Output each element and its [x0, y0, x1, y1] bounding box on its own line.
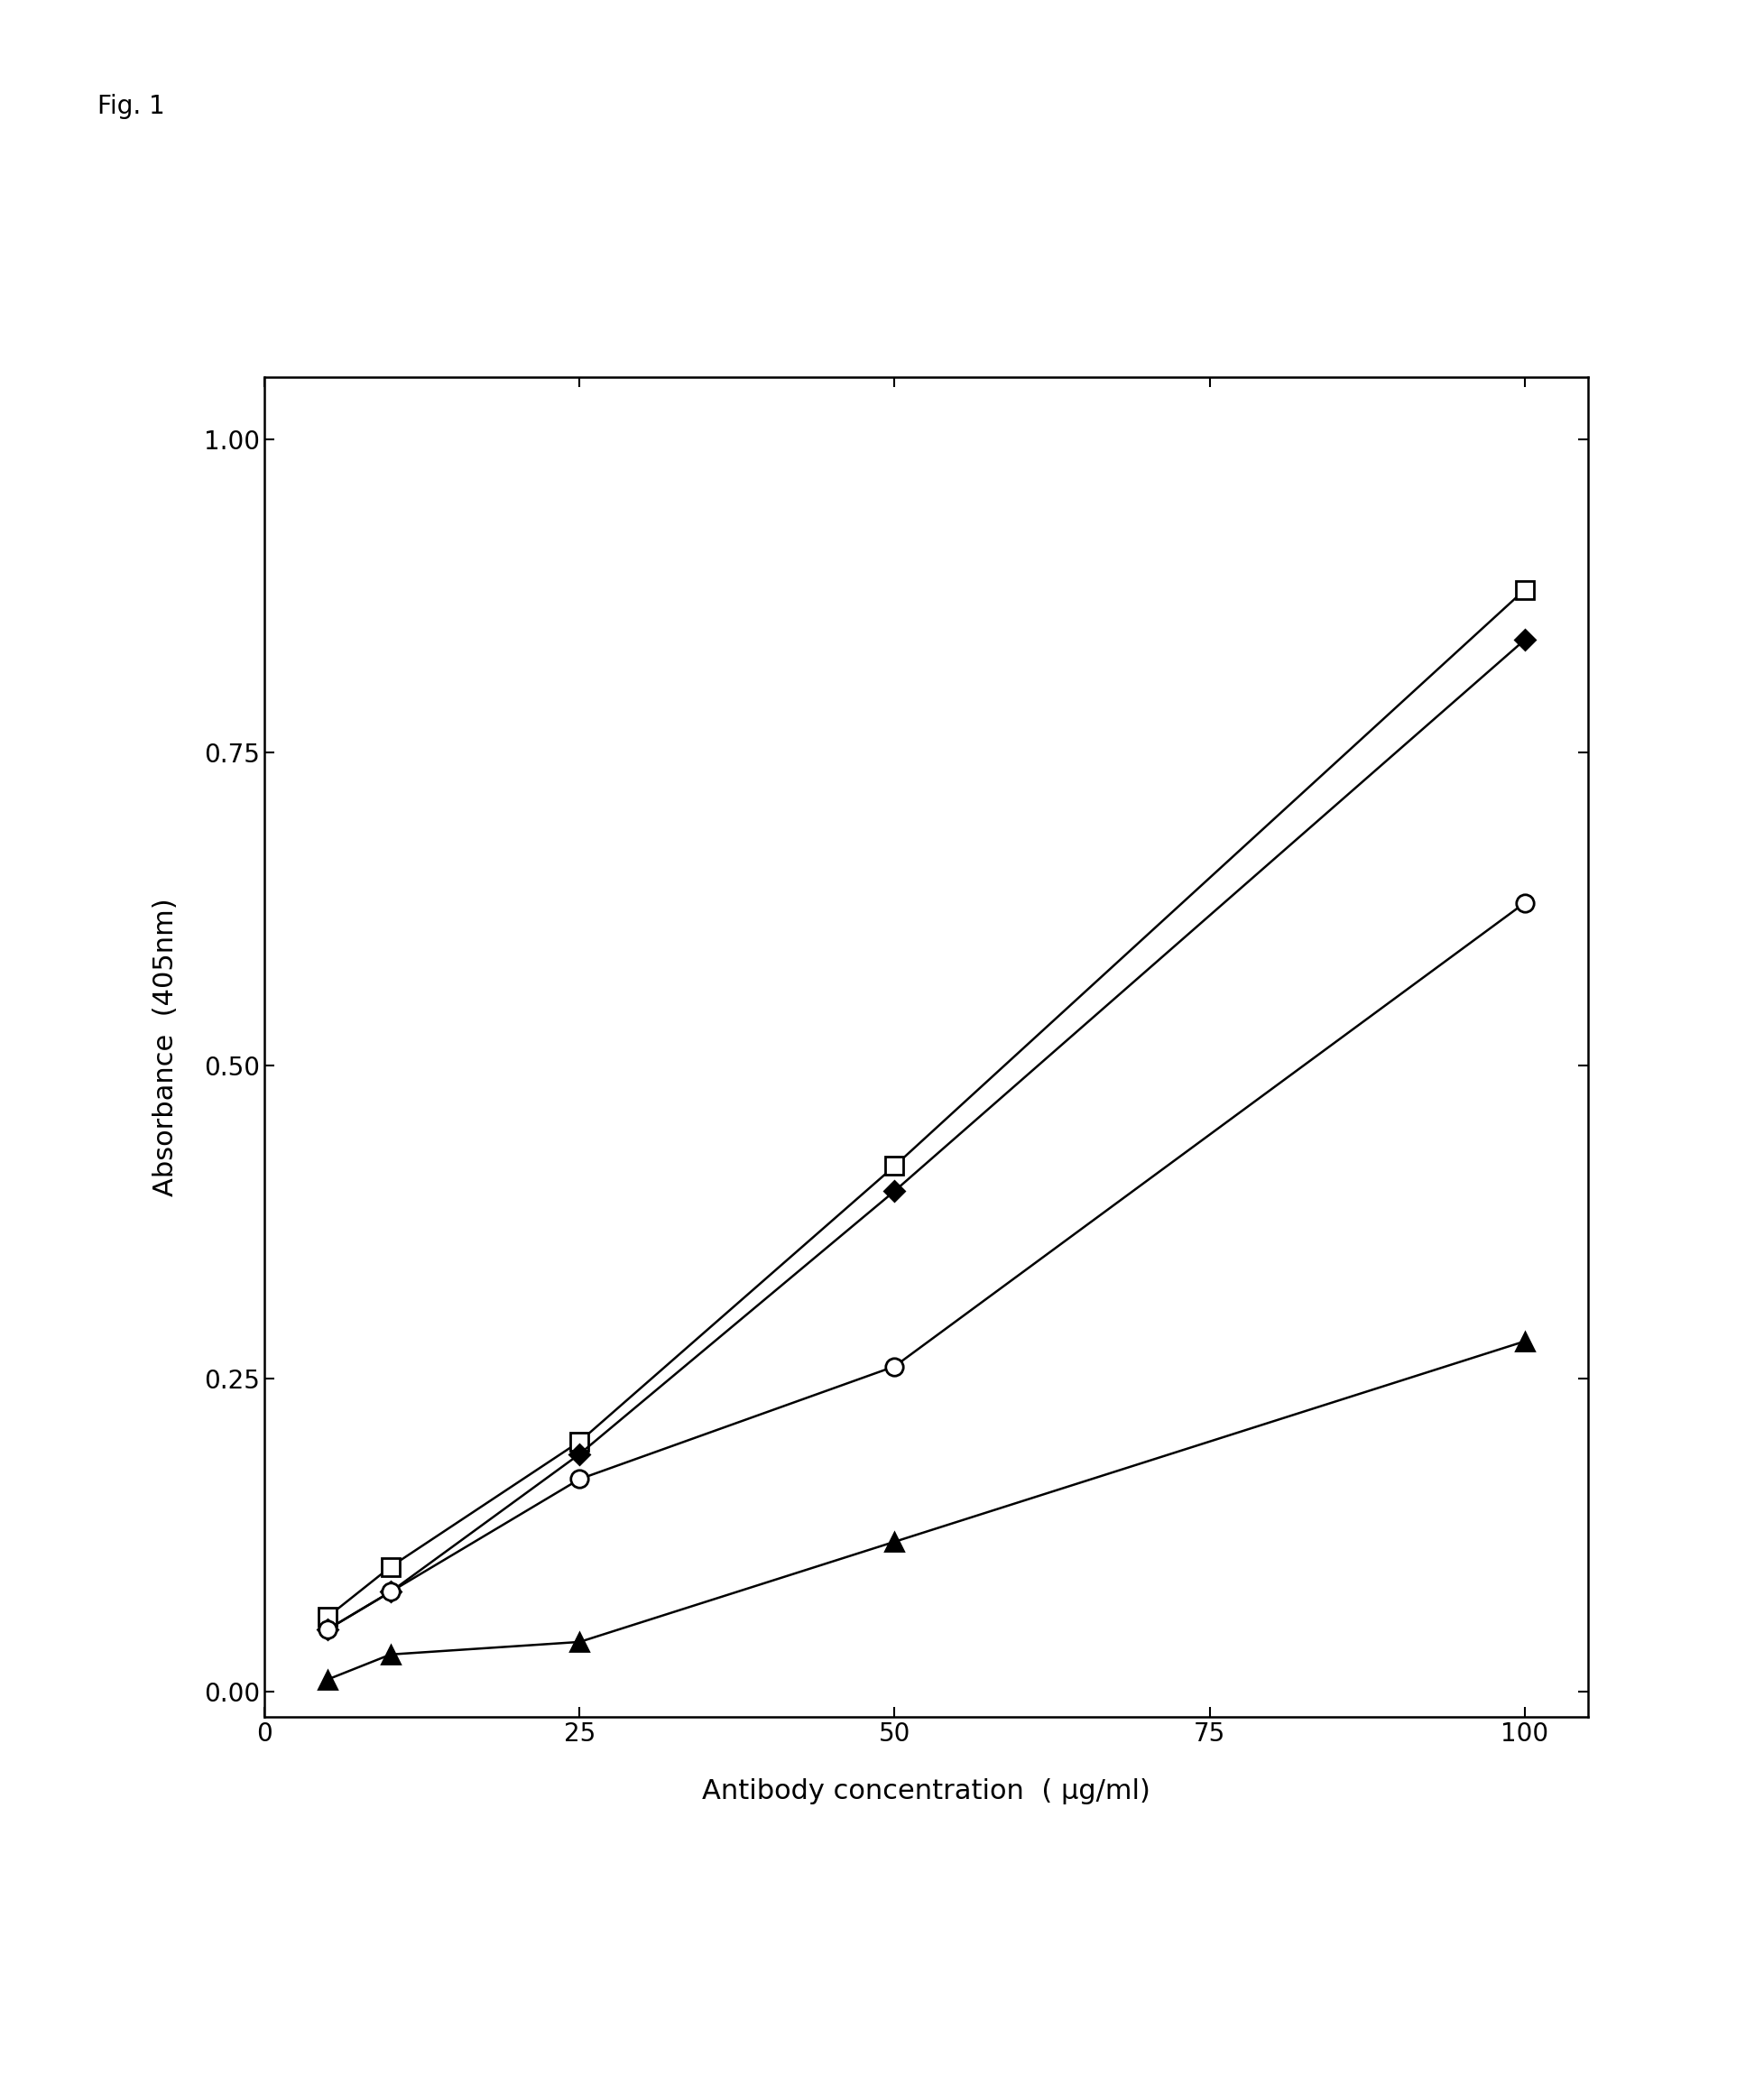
filled_diamond: [570, 1441, 591, 1466]
filled_triangle: [884, 1529, 905, 1554]
open_circle: [570, 1466, 591, 1491]
Line: open_square: open_square: [319, 580, 1533, 1625]
filled_diamond: [318, 1617, 339, 1642]
Line: open_circle: open_circle: [319, 894, 1533, 1638]
open_circle: [1514, 890, 1535, 915]
X-axis label: Antibody concentration  ( μg/ml): Antibody concentration ( μg/ml): [702, 1778, 1150, 1805]
open_circle: [884, 1355, 905, 1380]
open_square: [1514, 578, 1535, 603]
filled_diamond: [379, 1579, 400, 1604]
filled_diamond: [884, 1179, 905, 1204]
Text: Fig. 1: Fig. 1: [97, 94, 164, 119]
filled_triangle: [318, 1667, 339, 1692]
open_square: [318, 1604, 339, 1629]
filled_diamond: [1514, 628, 1535, 653]
open_circle: [379, 1579, 400, 1604]
Y-axis label: Absorbance  (405nm): Absorbance (405nm): [153, 898, 180, 1196]
open_square: [379, 1554, 400, 1579]
Line: filled_triangle: filled_triangle: [319, 1332, 1533, 1688]
open_circle: [318, 1617, 339, 1642]
Line: filled_diamond: filled_diamond: [321, 632, 1531, 1635]
filled_triangle: [570, 1629, 591, 1654]
open_square: [570, 1428, 591, 1453]
filled_triangle: [379, 1642, 400, 1667]
filled_triangle: [1514, 1330, 1535, 1355]
open_square: [884, 1154, 905, 1179]
